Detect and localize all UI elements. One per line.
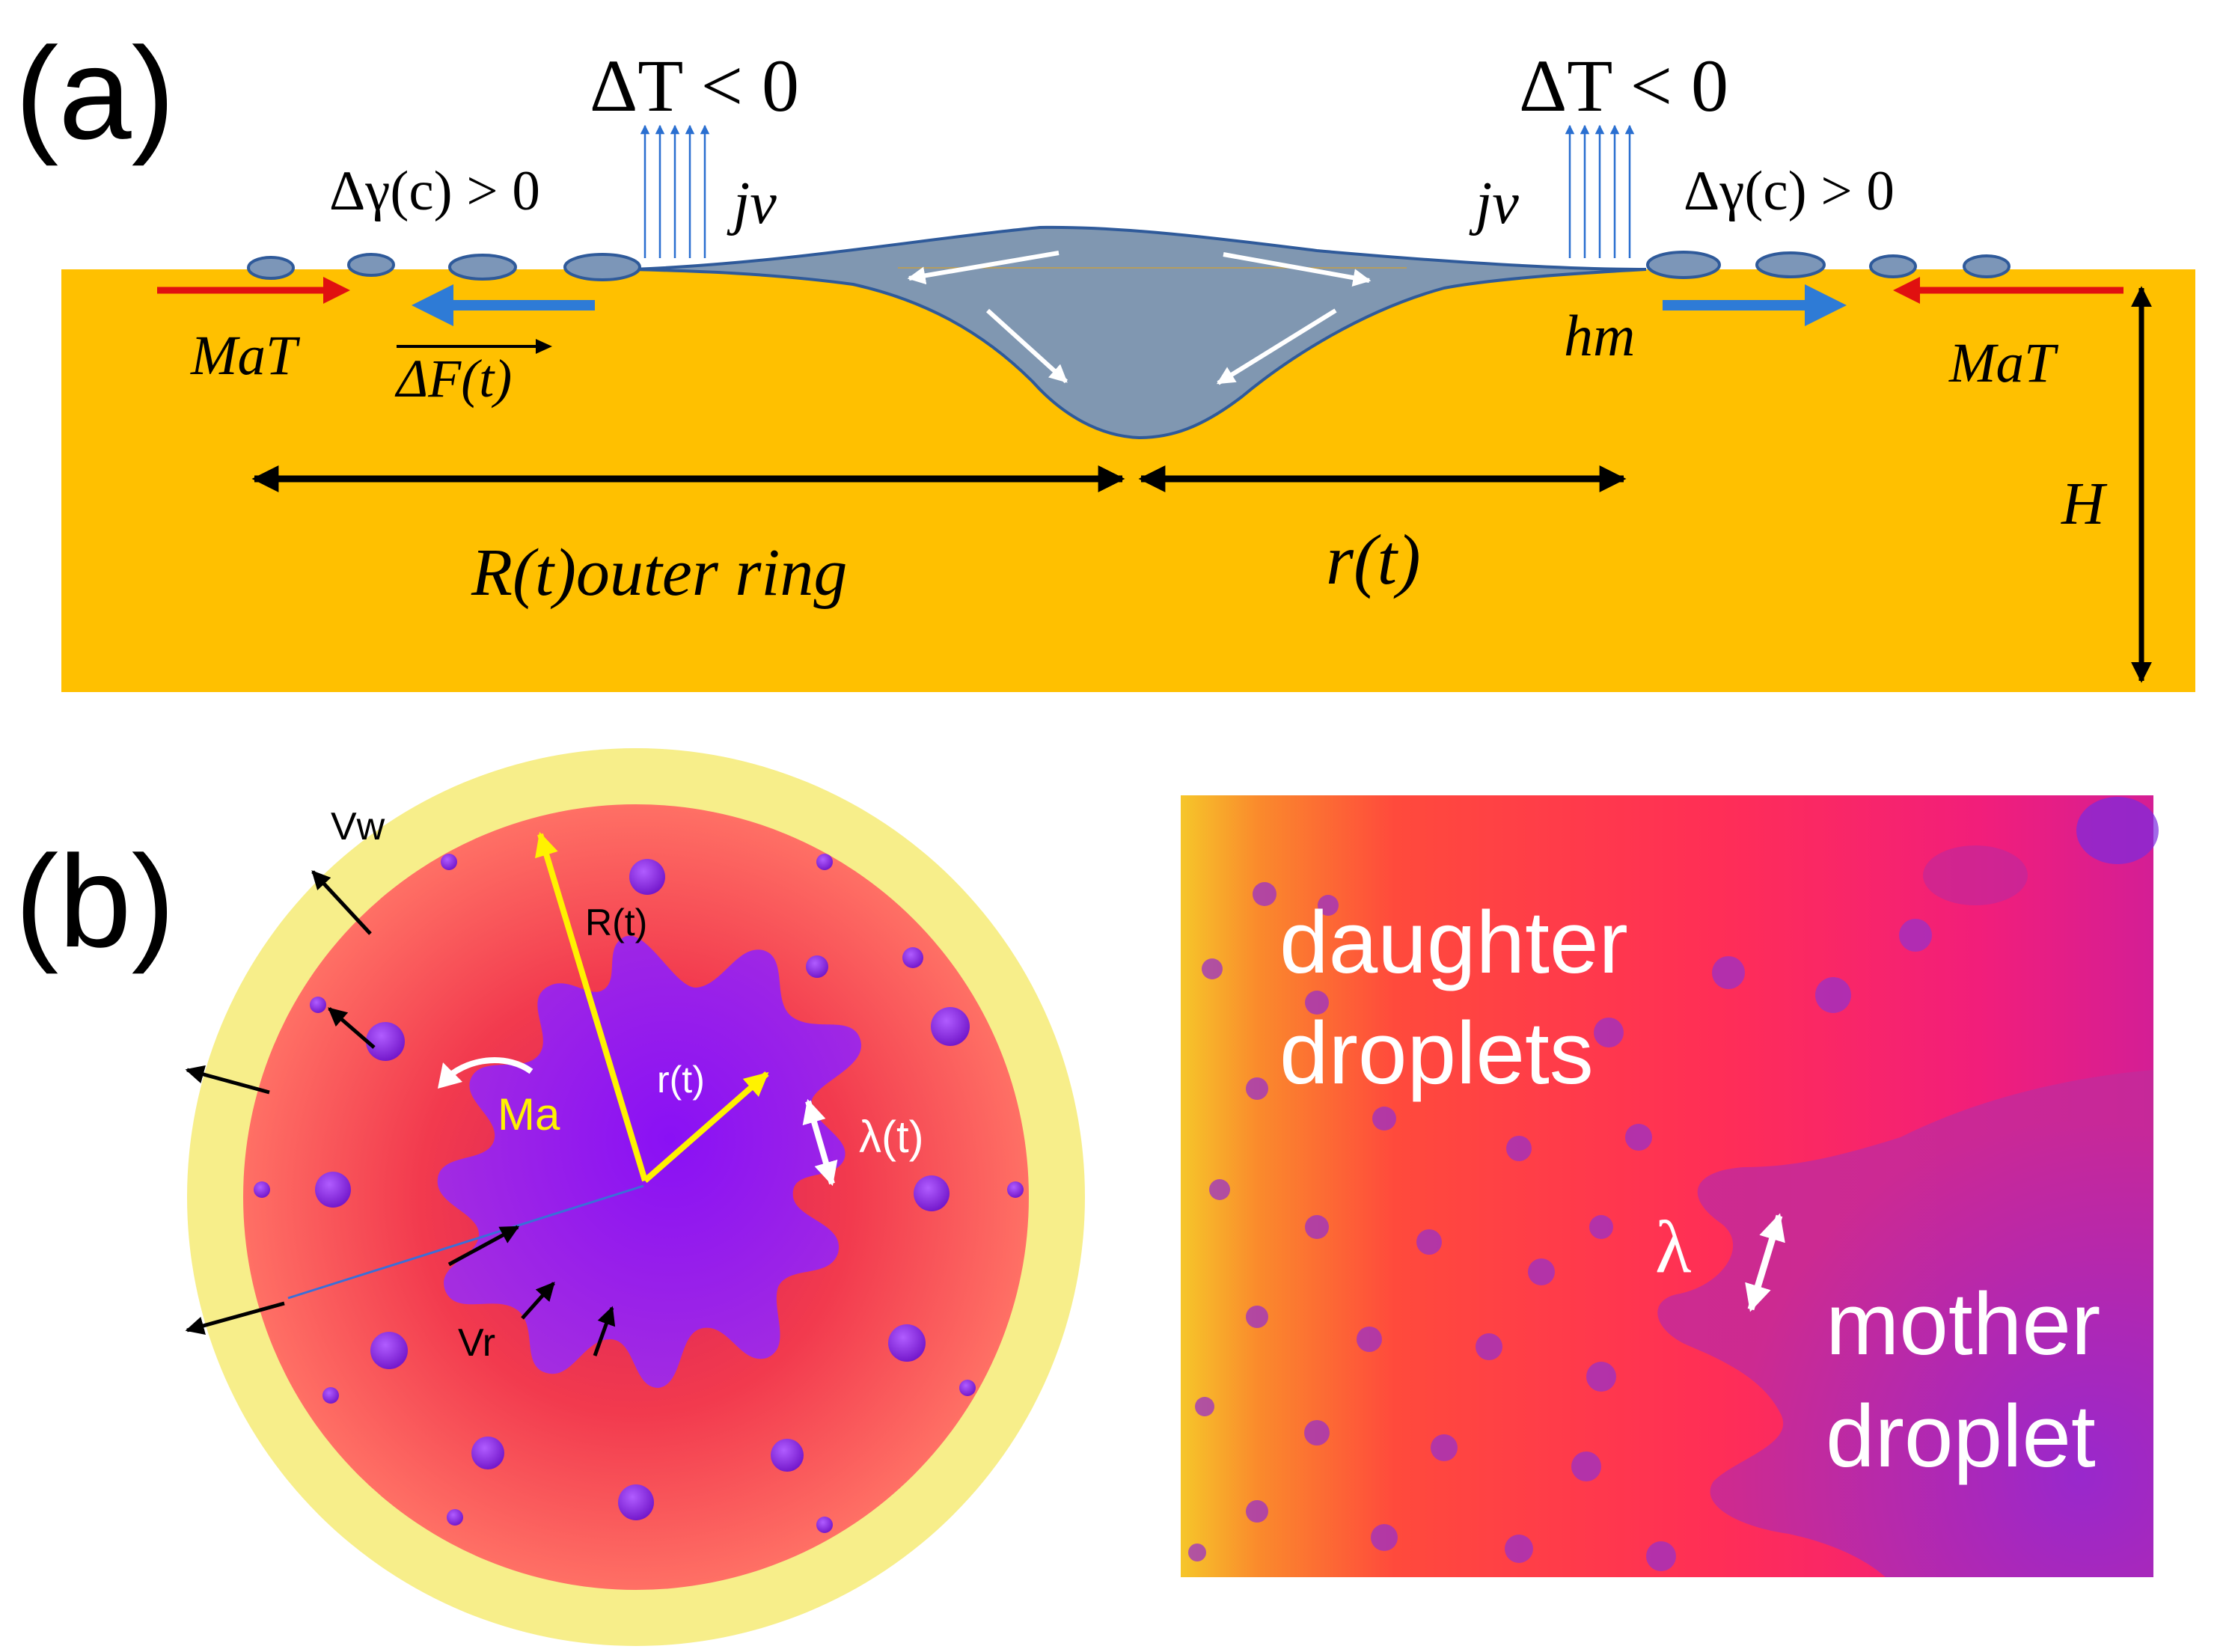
- inner-radius-vector: [643, 1071, 769, 1184]
- mother-label-line1: mother: [1826, 1275, 2100, 1374]
- central-droplet: [632, 225, 1647, 440]
- panel-b: (b): [15, 748, 1085, 1646]
- ma-t-left: MaT: [190, 325, 301, 387]
- inward-velocity-arrows: [447, 1225, 616, 1356]
- outer-radius-label: R(t)outer ring: [471, 536, 847, 610]
- force-arrow-left: [412, 284, 595, 326]
- force-arrow-right: [1663, 284, 1847, 326]
- height-label: H: [2061, 471, 2108, 537]
- delta-t-left: ΔT < 0: [590, 44, 799, 127]
- marangoni-arrow-left: [157, 277, 350, 304]
- jv-left: jv: [727, 171, 777, 236]
- panel-a-label: (a): [15, 21, 175, 167]
- delta-t-right: ΔT < 0: [1519, 44, 1728, 127]
- marangoni-arrow-right: [1893, 277, 2123, 304]
- wavelength-arrow: [802, 1098, 838, 1187]
- inner-radius-b-label: r(t): [657, 1059, 705, 1101]
- delta-gamma-left: Δγ(c) > 0: [329, 160, 540, 222]
- daughter-label-line2: droplets: [1279, 1004, 1594, 1103]
- experiment-photo: [1181, 795, 2159, 1577]
- ma-t-right: MaT: [1948, 332, 2059, 394]
- photo-mother-droplet: [1657, 1070, 2153, 1577]
- ma-label: Ma: [498, 1089, 560, 1139]
- evaporation-arrows-left: [640, 124, 710, 258]
- ma-curved-arrow: [445, 1057, 533, 1080]
- daughter-droplets: [254, 854, 1024, 1533]
- delta-gamma-right: Δγ(c) > 0: [1684, 160, 1895, 222]
- internal-flow-arrows: [907, 251, 1372, 385]
- film-droplets: [247, 251, 2011, 281]
- photo-daughter-droplets: [1188, 882, 1932, 1571]
- panel-b-label: (b): [15, 829, 175, 975]
- radial-guide-line: [287, 1184, 644, 1300]
- delta-f: ΔF(t): [394, 349, 512, 409]
- inner-radius-label: r(t): [1326, 520, 1421, 599]
- outward-velocity-arrows: [185, 870, 376, 1336]
- mother-droplet: [437, 935, 862, 1388]
- photo-lambda-label: λ: [1655, 1205, 1692, 1288]
- jv-right: jv: [1469, 171, 1519, 236]
- v-w-label: Vw: [331, 805, 385, 848]
- evaporation-arrows-right: [1565, 124, 1635, 258]
- mother-label-line2: droplet: [1826, 1387, 2096, 1486]
- outer-radius-vector: [535, 831, 648, 1182]
- panel-a: (a): [15, 21, 2195, 692]
- h-m: hm: [1564, 303, 1635, 368]
- photo-wavelength-arrow: [1745, 1213, 1785, 1312]
- outer-radius-b-label: R(t): [585, 902, 647, 943]
- wavelength-b-label: λ(t): [859, 1112, 924, 1162]
- v-r-label: Vr: [458, 1321, 495, 1365]
- daughter-label-line1: daughter: [1279, 893, 1628, 992]
